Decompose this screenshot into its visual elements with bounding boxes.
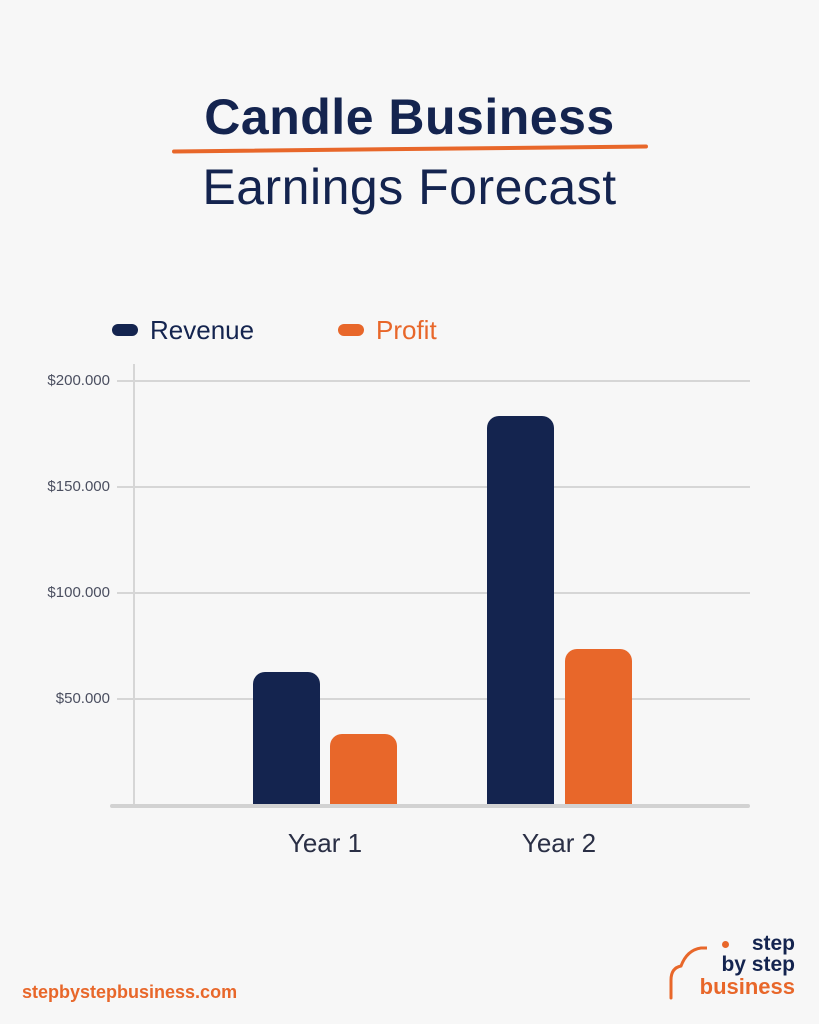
gridline-200k [117,380,750,382]
legend-label-profit: Profit [376,314,437,345]
bar-year1-profit [330,734,397,804]
chart-title-line2: Earnings Forecast [202,159,617,215]
y-tick-label-50k: $50.000 [55,690,110,707]
brand-logo: step by step business [665,932,795,1004]
logo-text-step: step [751,932,795,955]
y-tick-label-100k: $100.000 [47,584,110,601]
logo-arc-icon [669,946,707,1000]
bar-year2-profit [565,649,632,804]
legend-swatch-revenue [112,324,138,336]
y-tick-label-200k: $200.000 [47,372,110,389]
x-axis-line [110,804,750,808]
footer-url-link[interactable]: stepbystepbusiness.com [22,982,238,1002]
y-tick-label-150k: $150.000 [47,478,110,495]
logo-text-business: business [699,974,795,999]
legend-item-revenue: Revenue [112,313,254,347]
y-axis-line [133,364,135,804]
legend-label-revenue: Revenue [150,314,255,345]
gridline-50k [117,698,750,700]
logo-text-by-step: by step [721,953,795,976]
x-tick-label-year2: Year 2 [521,828,597,858]
x-tick-label-year1: Year 1 [287,828,363,858]
logo-dot-icon [722,941,729,948]
legend-swatch-profit [338,324,364,336]
bar-year1-revenue [253,672,320,804]
chart-title-line1: Candle Business [204,89,615,145]
gridline-150k [117,486,750,488]
bar-year2-revenue [487,416,554,804]
gridline-100k [117,592,750,594]
legend-item-profit: Profit [338,313,437,347]
